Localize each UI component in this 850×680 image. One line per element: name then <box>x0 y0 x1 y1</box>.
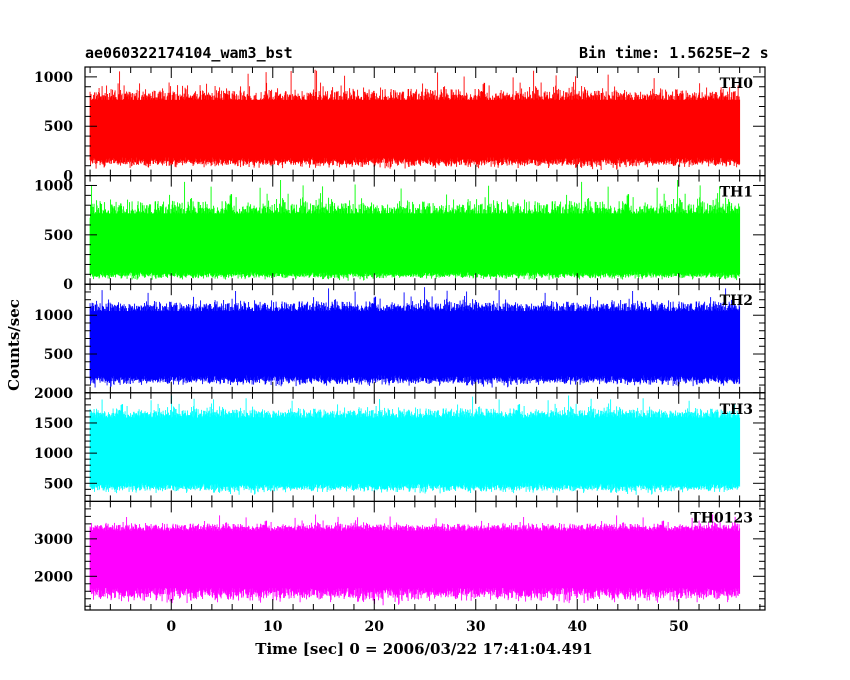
y-tick-label: 500 <box>44 476 73 492</box>
x-tick-label: 30 <box>466 619 486 635</box>
x-tick-label: 10 <box>263 619 283 635</box>
y-tick-label: 0 <box>63 277 73 293</box>
series-core-th3 <box>90 417 740 483</box>
x-tick-label: 0 <box>166 619 176 635</box>
panel-th0: 0 500 1000 TH0 <box>34 66 766 185</box>
bin-time-label: Bin time: 1.5625E−2 s <box>579 44 769 62</box>
panel-label-th0: TH0 <box>720 76 754 92</box>
y-tick-label: 0 <box>63 169 73 185</box>
panels-group: 0 500 1000 TH0 0 500 1000 TH1 0 500 1000 TH2 500 1000… <box>34 66 766 611</box>
panel-th1: 0 500 1000 TH1 <box>34 175 766 293</box>
x-tick-label: 40 <box>567 619 587 635</box>
panel-frame <box>84 500 766 611</box>
series-core-th0123 <box>90 530 740 589</box>
y-tick-label: 1500 <box>34 416 73 432</box>
panel-th3: 500 1000 1500 2000 TH3 <box>34 386 766 502</box>
y-tick-label: 500 <box>44 228 73 244</box>
x-axis: 0 10 20 30 40 50 <box>166 619 688 635</box>
series-core-th2 <box>90 311 740 376</box>
y-tick-label: 1000 <box>34 446 73 462</box>
x-axis-label: Time [sec] 0 = 2006/03/22 17:41:04.491 <box>255 640 592 658</box>
panel-th0123: 2000 3000 TH0123 <box>34 500 766 611</box>
series-core-th1 <box>90 213 740 272</box>
y-tick-label: 500 <box>44 119 73 135</box>
y-tick-label: 3000 <box>34 532 73 548</box>
y-tick-label: 1000 <box>34 178 73 194</box>
y-tick-label: 0 <box>63 386 73 402</box>
panel-label-th1: TH1 <box>720 185 753 201</box>
y-tick-label: 500 <box>44 347 73 363</box>
panel-label-th2: TH2 <box>720 293 753 309</box>
y-tick-label: 2000 <box>34 386 73 402</box>
series-core-th0 <box>90 99 740 158</box>
y-tick-label: 2000 <box>34 569 73 585</box>
x-tick-label: 50 <box>669 619 689 635</box>
chart-title: ae060322174104_wam3_bst <box>85 44 293 62</box>
x-tick-label: 20 <box>365 619 385 635</box>
panel-label-th0123: TH0123 <box>690 510 753 526</box>
y-tick-label: 1000 <box>34 70 73 86</box>
panel-th2: 0 500 1000 TH2 <box>34 283 766 402</box>
y-axis-label: Counts/sec <box>5 299 23 391</box>
panel-label-th3: TH3 <box>720 402 753 418</box>
y-tick-label: 1000 <box>34 308 73 324</box>
